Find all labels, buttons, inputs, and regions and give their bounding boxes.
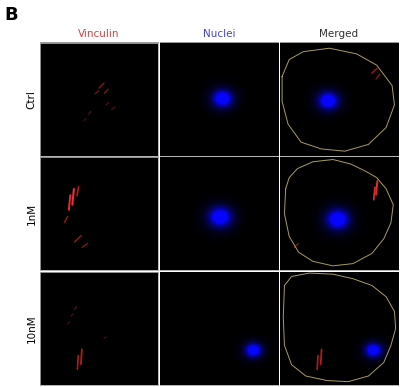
Text: B: B xyxy=(4,6,18,24)
Text: 10nM: 10nM xyxy=(27,314,37,343)
Text: Ctrl: Ctrl xyxy=(27,90,37,109)
Text: 1nM: 1nM xyxy=(27,203,37,225)
Text: Vinculin: Vinculin xyxy=(78,29,120,39)
Text: Merged: Merged xyxy=(319,29,358,39)
Text: Nuclei: Nuclei xyxy=(203,29,235,39)
